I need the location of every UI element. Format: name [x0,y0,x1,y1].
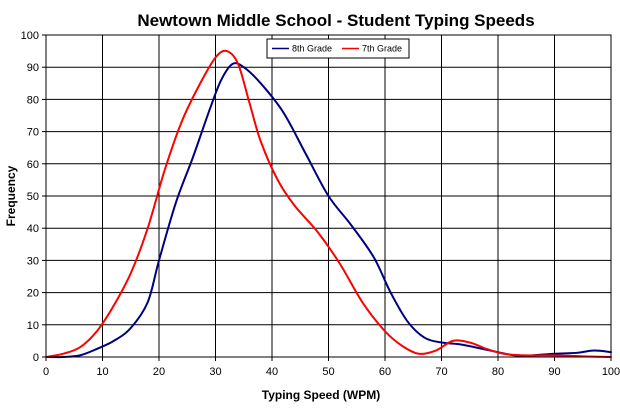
chart-title: Newtown Middle School - Student Typing S… [137,11,534,30]
series-line-7th-grade [45,49,612,358]
x-tick-label: 0 [43,366,49,378]
series-layer [45,49,612,359]
legend: 8th Grade 7th Grade [266,38,410,59]
tick-layer: 0 10 20 30 40 50 60 70 80 90 100 0 10 20 30 40 50 60 70 80 9… [21,30,620,378]
y-tick-label: 40 [27,223,39,235]
y-tick-label: 50 [27,191,39,203]
x-tick-label: 80 [492,366,504,378]
x-tick-label: 70 [435,366,447,378]
legend-box [266,38,410,59]
legend-label-7th-grade: 7th Grade [362,44,402,54]
x-axis-label: Typing Speed (WPM) [262,388,380,402]
legend-label-8th-grade: 8th Grade [292,44,332,54]
x-tick-label: 10 [96,366,108,378]
y-tick-label: 100 [21,30,39,42]
y-tick-label: 60 [27,159,39,171]
x-tick-label: 30 [209,366,221,378]
y-tick-label: 0 [33,352,39,364]
y-tick-label: 30 [27,255,39,267]
x-tick-label: 90 [548,366,560,378]
y-tick-label: 20 [27,288,39,300]
y-tick-label: 70 [27,127,39,139]
x-tick-label: 40 [266,366,278,378]
x-tick-label: 20 [153,366,165,378]
y-tick-label: 90 [27,62,39,74]
x-tick-label: 60 [379,366,391,378]
y-tick-label: 10 [27,320,39,332]
x-tick-label: 50 [322,366,334,378]
y-axis-label: Frequency [4,165,18,226]
y-tick-label: 80 [27,94,39,106]
plot-area-border [45,34,612,358]
x-tick-label: 100 [602,366,620,378]
